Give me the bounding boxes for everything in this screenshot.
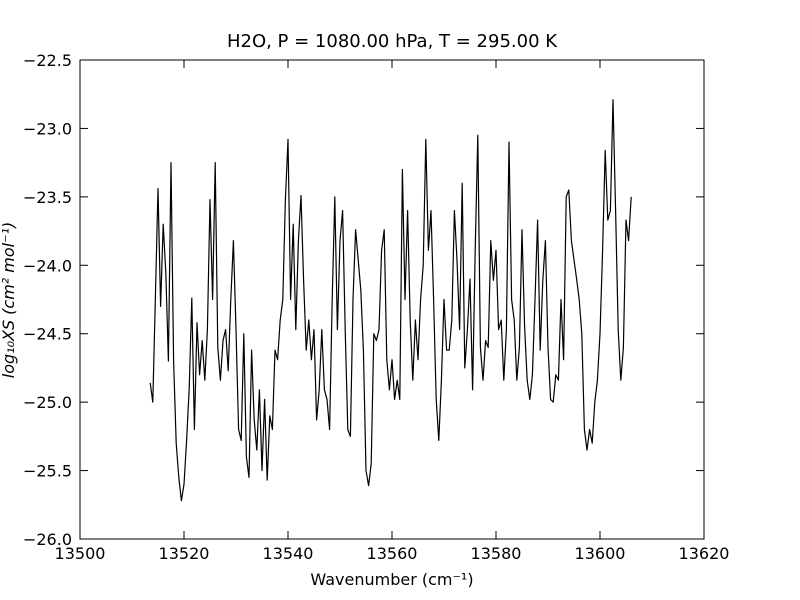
x-tick-label: 13600 — [575, 544, 626, 563]
x-tick-label: 13540 — [263, 544, 314, 563]
y-tick-label: −24.5 — [23, 325, 72, 344]
x-tick-label: 13500 — [55, 544, 106, 563]
x-tick-label: 13520 — [159, 544, 210, 563]
spectrum-line — [149, 99, 632, 502]
y-tick-label: −23.5 — [23, 188, 72, 207]
x-axis-label: Wavenumber (cm⁻¹) — [310, 570, 473, 589]
y-tick-label: −22.5 — [23, 51, 72, 70]
y-tick-label: −25.0 — [23, 393, 72, 412]
y-axis-label: log₁₀XS (cm² mol⁻¹) — [0, 222, 18, 378]
x-tick-label: 13580 — [471, 544, 522, 563]
chart-title: H2O, P = 1080.00 hPa, T = 295.00 K — [227, 31, 558, 52]
x-tick-label: 13620 — [679, 544, 730, 563]
y-tick-label: −24.0 — [23, 256, 72, 275]
y-tick-label: −25.5 — [23, 462, 72, 481]
x-tick-label: 13560 — [367, 544, 418, 563]
y-tick-label: −23.0 — [23, 119, 72, 138]
y-tick-label: −26.0 — [23, 530, 72, 549]
